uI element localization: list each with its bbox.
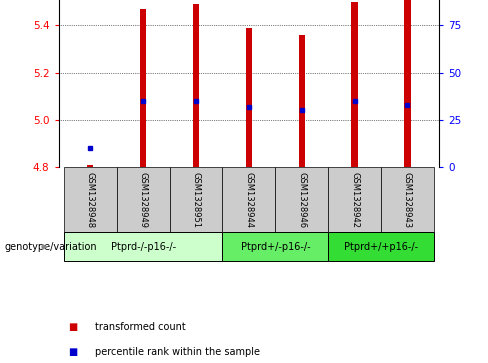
Bar — [275, 167, 328, 232]
Text: GSM1328943: GSM1328943 — [403, 172, 412, 228]
Text: GSM1328951: GSM1328951 — [191, 172, 201, 228]
Bar — [193, 4, 199, 167]
Bar — [64, 167, 117, 232]
Bar — [87, 164, 94, 167]
Bar — [170, 167, 223, 232]
Text: GSM1328949: GSM1328949 — [139, 172, 148, 228]
Text: Ptprd+/+p16-/-: Ptprd+/+p16-/- — [344, 242, 418, 252]
Bar — [328, 167, 381, 232]
Text: ■: ■ — [68, 347, 78, 357]
Text: Ptprd-/-p16-/-: Ptprd-/-p16-/- — [111, 242, 176, 252]
Bar — [223, 167, 275, 232]
Bar — [404, 0, 411, 167]
Text: transformed count: transformed count — [95, 322, 186, 332]
Text: percentile rank within the sample: percentile rank within the sample — [95, 347, 260, 357]
Bar — [328, 232, 434, 261]
Text: GSM1328948: GSM1328948 — [86, 172, 95, 228]
Bar — [223, 232, 328, 261]
Text: Ptprd+/-p16-/-: Ptprd+/-p16-/- — [241, 242, 310, 252]
Text: ■: ■ — [68, 322, 78, 332]
Text: genotype/variation: genotype/variation — [5, 242, 98, 252]
Text: GSM1328946: GSM1328946 — [297, 172, 306, 228]
Bar — [381, 167, 434, 232]
Bar — [299, 35, 305, 167]
Bar — [64, 232, 223, 261]
Bar — [246, 28, 252, 167]
Bar — [117, 167, 170, 232]
Text: GSM1328944: GSM1328944 — [244, 172, 253, 228]
Text: GSM1328942: GSM1328942 — [350, 172, 359, 228]
Bar — [140, 9, 146, 167]
Bar — [351, 2, 358, 167]
